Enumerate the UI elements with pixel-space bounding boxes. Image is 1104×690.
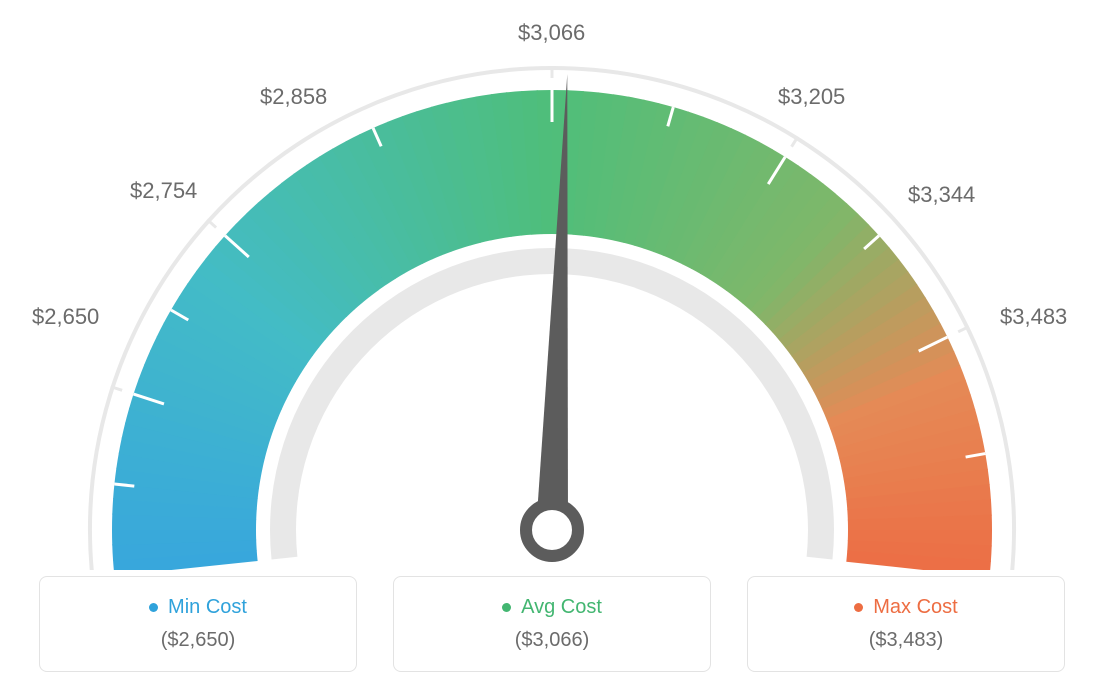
max-title: Max Cost bbox=[873, 596, 957, 619]
gauge-svg bbox=[0, 10, 1104, 570]
gauge-scale-label: $2,650 bbox=[32, 304, 99, 330]
max-value: ($3,483) bbox=[869, 629, 944, 652]
gauge-chart: $2,650 $2,754 $2,858 $3,066 $3,205 $3,344 $3,4… bbox=[0, 0, 1104, 560]
avg-cost-card: Avg Cost ($3,066) bbox=[393, 576, 711, 672]
gauge-scale-label: $3,344 bbox=[908, 182, 975, 208]
gauge-needle-hub bbox=[526, 504, 578, 556]
avg-value: ($3,066) bbox=[515, 629, 590, 652]
avg-title: Avg Cost bbox=[521, 596, 602, 619]
avg-cost-header: Avg Cost bbox=[502, 596, 602, 619]
min-dot-icon bbox=[149, 603, 158, 612]
max-cost-card: Max Cost ($3,483) bbox=[747, 576, 1065, 672]
avg-dot-icon bbox=[502, 603, 511, 612]
gauge-scale-label: $3,205 bbox=[778, 84, 845, 110]
gauge-scale-label: $3,483 bbox=[1000, 304, 1067, 330]
gauge-scale-label: $2,754 bbox=[130, 178, 197, 204]
min-cost-card: Min Cost ($2,650) bbox=[39, 576, 357, 672]
min-value: ($2,650) bbox=[161, 629, 236, 652]
gauge-scale-label: $2,858 bbox=[260, 84, 327, 110]
max-dot-icon bbox=[854, 603, 863, 612]
min-cost-header: Min Cost bbox=[149, 596, 247, 619]
legend-cards: Min Cost ($2,650) Avg Cost ($3,066) Max … bbox=[0, 570, 1104, 690]
max-cost-header: Max Cost bbox=[854, 596, 957, 619]
gauge-scale-label: $3,066 bbox=[518, 20, 585, 46]
min-title: Min Cost bbox=[168, 596, 247, 619]
